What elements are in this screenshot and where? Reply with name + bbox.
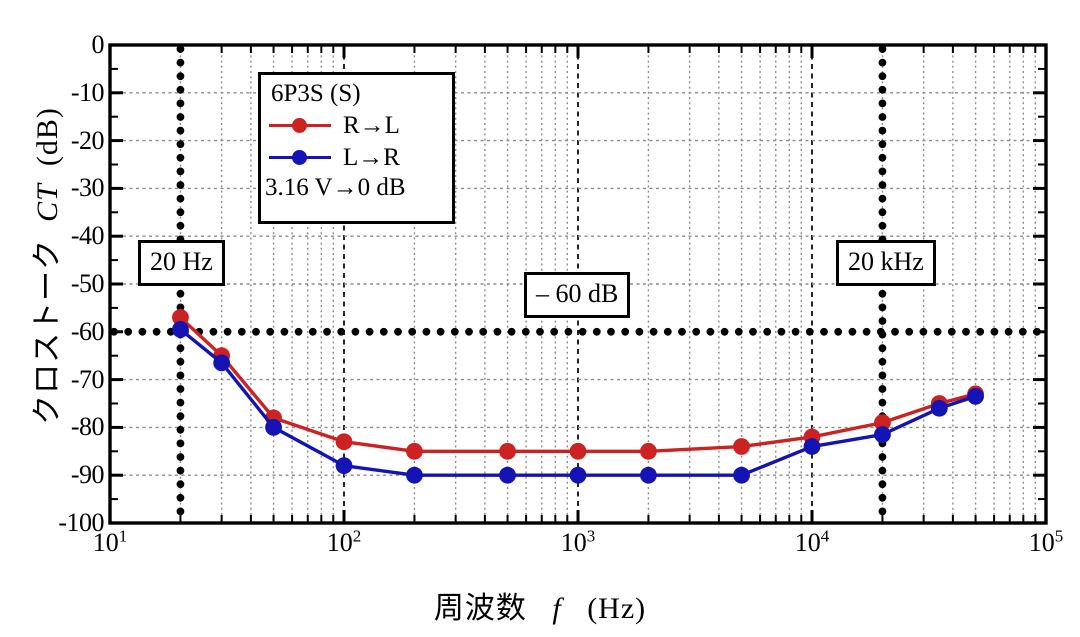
y-tick-label: -90 — [70, 460, 105, 490]
data-point — [967, 385, 984, 403]
y-tick-label: -10 — [70, 77, 105, 107]
y-tick-label: -20 — [70, 125, 105, 155]
legend-entry-lr: L→R — [261, 141, 452, 173]
annotation-20khz: 20 kHz — [836, 240, 936, 286]
x-tick-label: 103 — [560, 526, 596, 557]
annotation-20hz: 20 Hz — [138, 240, 225, 286]
data-point — [265, 409, 282, 427]
legend-title: 6P3S (S) — [271, 80, 361, 107]
x-tick-label: 105 — [1028, 526, 1064, 557]
legend-swatch-red — [269, 114, 331, 136]
data-point — [733, 466, 750, 484]
x-axis-title-variable: f — [552, 592, 562, 625]
data-point — [172, 309, 189, 326]
data-point — [265, 419, 282, 436]
data-point — [406, 466, 423, 484]
data-point — [874, 414, 891, 432]
data-point — [499, 466, 516, 484]
legend-swatch-blue — [269, 146, 331, 168]
data-point — [930, 399, 948, 417]
y-tick-label: -80 — [70, 412, 105, 442]
data-point — [569, 466, 587, 484]
x-axis-title-unit: (Hz) — [587, 592, 647, 625]
legend-footnote: 3.16 V→0 dB — [265, 174, 406, 201]
legend-label-lr: L→R — [343, 143, 400, 171]
chart-legend: 6P3S (S) R→L L→R 3.16 V→0 dB — [258, 72, 455, 224]
y-tick-label: 0 — [91, 30, 105, 59]
y-axis-title-unit: (dB) — [31, 107, 64, 167]
y-tick-label: -50 — [70, 269, 105, 298]
y-axis-title-jp: クロストーク — [31, 238, 64, 425]
y-tick-label: -30 — [70, 173, 105, 203]
data-point — [335, 433, 353, 451]
data-point — [569, 442, 587, 460]
x-tick-label: 101 — [92, 526, 128, 557]
y-tick-label: -100 — [58, 508, 104, 537]
y-tick-label: -70 — [70, 364, 105, 394]
data-series-layer — [172, 309, 984, 484]
data-point — [213, 347, 231, 365]
annotation-60db: – 60 dB — [524, 272, 631, 318]
data-point — [640, 442, 657, 460]
y-tick-label: -40 — [70, 221, 105, 251]
data-point — [874, 426, 891, 443]
y-axis-tick-labels: 0 -10 -20 -30 -40 -50 -60 -70 -80 -90 -100 — [0, 0, 104, 637]
x-axis-title-jp: 周波数 — [433, 592, 527, 625]
y-tick-label: -60 — [70, 316, 105, 346]
data-point — [172, 321, 189, 338]
x-tick-label: 104 — [794, 526, 830, 557]
data-point — [803, 438, 821, 455]
data-point — [640, 466, 657, 484]
data-point — [930, 395, 948, 412]
data-point — [406, 442, 423, 460]
y-axis-title-variable: CT — [31, 183, 64, 222]
y-axis-title: クロストーク CT (dB) — [22, 26, 66, 506]
x-axis-title: 周波数 f (Hz) — [0, 583, 1080, 627]
legend-entry-rl: R→L — [261, 109, 452, 141]
legend-label-rl: R→L — [343, 111, 400, 139]
data-point — [213, 354, 231, 372]
data-point — [967, 387, 984, 405]
x-tick-label: 102 — [326, 526, 362, 557]
data-point — [733, 438, 750, 455]
data-point — [335, 457, 353, 475]
data-point — [803, 428, 821, 446]
data-point — [499, 442, 516, 460]
